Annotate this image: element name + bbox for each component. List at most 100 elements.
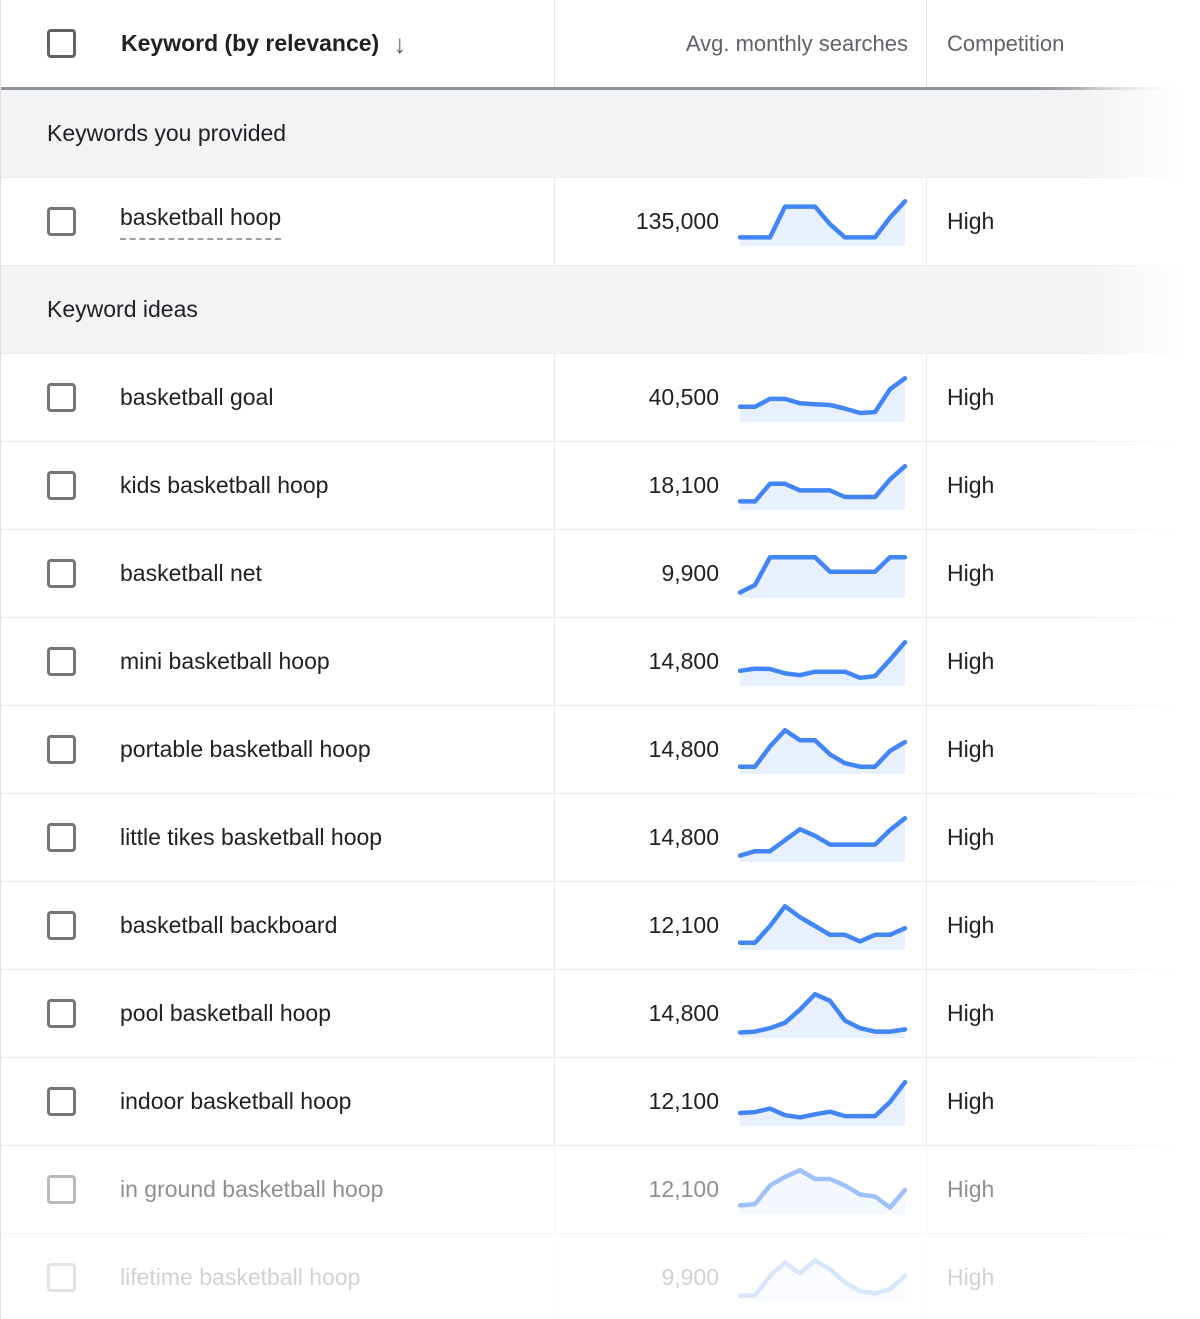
searches-cell: 9,900 [554,530,926,617]
competition-value: High [947,1000,995,1026]
row-checkbox[interactable] [47,1263,76,1292]
row-checkbox[interactable] [47,735,76,764]
competition-cell: High [926,970,1200,1057]
section-header-row: Keyword ideas [1,266,1200,354]
competition-value: High [947,208,995,234]
competition-value: High [947,912,995,938]
competition-cell: High [926,1234,1200,1319]
keyword-label: kids basketball hoop [120,472,329,498]
search-trend-sparkline [738,727,908,774]
competition-cell: High [926,882,1200,969]
row-checkbox[interactable] [47,1087,76,1116]
monthly-searches-value: 9,900 [661,1264,719,1290]
keyword-row: basketball backboard 12,100 High [1,882,1200,970]
keyword-cell: in ground basketball hoop [1,1146,554,1233]
keyword-row: mini basketball hoop 14,800 High [1,618,1200,706]
row-checkbox[interactable] [47,647,76,676]
searches-cell: 18,100 [554,442,926,529]
keyword-label: basketball backboard [120,912,338,938]
keyword-row: in ground basketball hoop 12,100 High [1,1146,1200,1234]
keyword-label: lifetime basketball hoop [120,1264,361,1290]
searches-cell: 12,100 [554,882,926,969]
row-checkbox[interactable] [47,1175,76,1204]
keyword-label: little tikes basketball hoop [120,824,383,850]
keyword-cell: portable basketball hoop [1,706,554,793]
search-trend-sparkline [738,815,908,862]
monthly-searches-value: 12,100 [648,1088,719,1114]
header-searches-label[interactable]: Avg. monthly searches [685,30,908,56]
search-trend-sparkline [738,554,908,598]
sort-descending-icon: ↓ [393,28,407,59]
keyword-label: indoor basketball hoop [120,1088,352,1114]
keyword-cell: lifetime basketball hoop [1,1234,554,1319]
keyword-cell: mini basketball hoop [1,618,554,705]
monthly-searches-value: 14,800 [648,1000,719,1026]
header-keyword-label[interactable]: Keyword (by relevance) [121,30,380,56]
row-checkbox[interactable] [47,471,76,500]
keyword-row: portable basketball hoop 14,800 High [1,706,1200,794]
keyword-label: pool basketball hoop [120,1000,331,1026]
searches-cell: 12,100 [554,1058,926,1145]
searches-cell: 12,100 [554,1146,926,1233]
row-checkbox[interactable] [47,999,76,1028]
competition-value: High [947,384,995,410]
row-checkbox[interactable] [47,911,76,940]
keyword-label: mini basketball hoop [120,648,330,674]
keyword-row: indoor basketball hoop 12,100 High [1,1058,1200,1146]
competition-cell: High [926,1146,1200,1233]
monthly-searches-value: 12,100 [648,1176,719,1202]
search-trend-sparkline [738,1167,908,1214]
keyword-row: basketball goal 40,500 High [1,354,1200,442]
monthly-searches-value: 9,900 [661,560,719,586]
searches-cell: 9,900 [554,1234,926,1319]
keyword-cell: little tikes basketball hoop [1,794,554,881]
select-all-checkbox[interactable] [47,29,76,58]
competition-value: High [947,560,995,586]
searches-cell: 14,800 [554,970,926,1057]
row-checkbox[interactable] [47,559,76,588]
monthly-searches-value: 40,500 [648,384,719,410]
competition-cell: High [926,178,1200,265]
search-trend-sparkline [738,1257,908,1298]
monthly-searches-value: 14,800 [648,736,719,762]
keyword-label: portable basketball hoop [120,736,371,762]
competition-cell: High [926,794,1200,881]
search-trend-sparkline [738,1079,908,1126]
monthly-searches-value: 135,000 [635,208,719,234]
keyword-row: basketball hoop 135,000 High [1,178,1200,266]
row-checkbox[interactable] [47,823,76,852]
search-trend-sparkline [738,198,908,246]
competition-value: High [947,648,995,674]
search-trend-sparkline [738,639,908,686]
keyword-row: basketball net 9,900 High [1,530,1200,618]
searches-cell: 14,800 [554,706,926,793]
section-label: Keywords you provided [47,120,287,146]
keyword-label[interactable]: basketball hoop [120,204,282,240]
competition-value: High [947,1088,995,1114]
header-divider [1,87,1200,90]
row-checkbox[interactable] [47,207,76,236]
searches-cell: 14,800 [554,618,926,705]
keyword-cell: basketball hoop [1,178,554,265]
search-trend-sparkline [738,903,908,950]
keyword-cell: basketball backboard [1,882,554,969]
monthly-searches-value: 14,800 [648,648,719,674]
keyword-cell: basketball goal [1,354,554,441]
header-competition-label[interactable]: Competition [947,30,1065,56]
search-trend-sparkline [738,463,908,510]
search-trend-sparkline [738,375,908,422]
table-body: Keywords you provided basketball hoop 13… [1,90,1200,1319]
header-competition-cell: Competition [926,0,1200,87]
competition-value: High [947,472,995,498]
row-checkbox[interactable] [47,383,76,412]
competition-cell: High [926,530,1200,617]
competition-cell: High [926,442,1200,529]
keyword-row: lifetime basketball hoop 9,900 High [1,1234,1200,1319]
competition-value: High [947,1176,995,1202]
competition-value: High [947,1264,995,1290]
monthly-searches-value: 14,800 [648,824,719,850]
keyword-label: basketball goal [120,384,274,410]
keyword-row: little tikes basketball hoop 14,800 High [1,794,1200,882]
table-header: Keyword (by relevance) ↓ Avg. monthly se… [1,0,1200,87]
